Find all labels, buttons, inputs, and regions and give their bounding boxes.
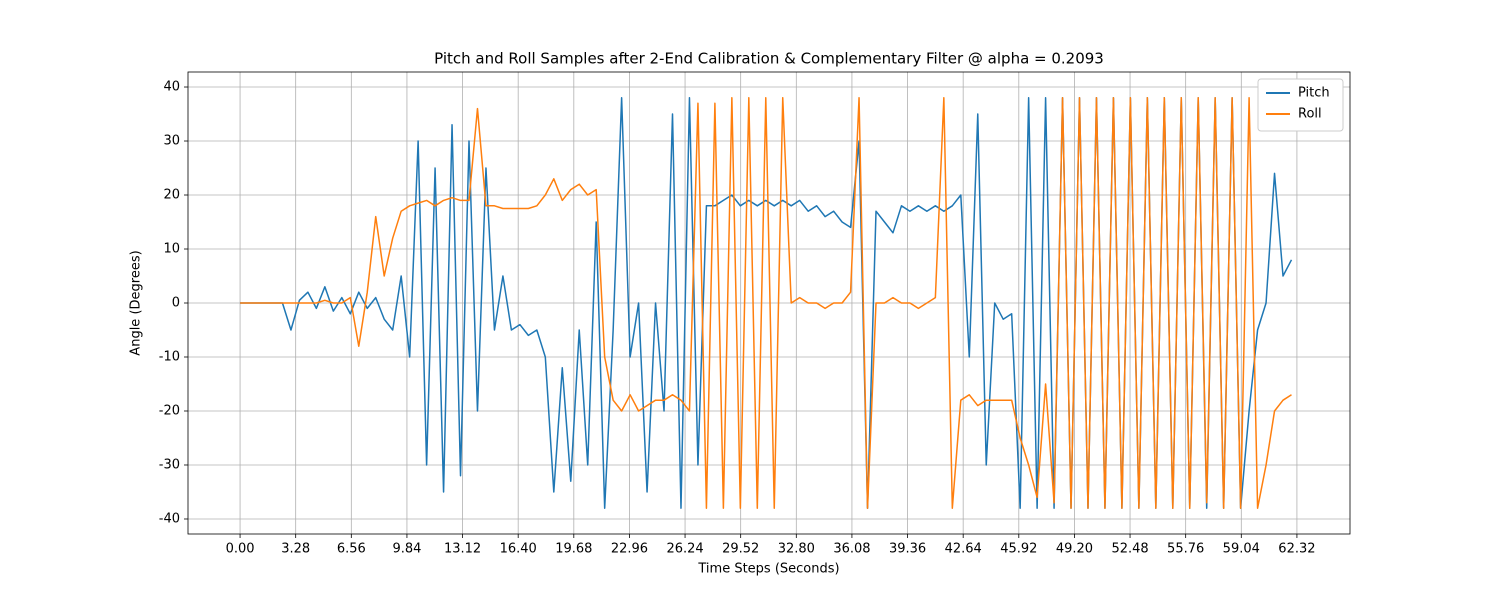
x-tick-label: 19.68 (555, 542, 592, 557)
y-tick-label: 10 (163, 242, 180, 257)
y-tick-label: 30 (163, 134, 180, 149)
x-tick-label: 22.96 (611, 542, 648, 557)
x-tick-label: 49.20 (1056, 542, 1093, 557)
y-tick-label: -20 (159, 403, 180, 418)
x-tick-label: 39.36 (889, 542, 926, 557)
x-axis-label: Time Steps (Seconds) (697, 562, 839, 577)
x-tick-label: 59.04 (1223, 542, 1260, 557)
x-tick-label: 36.08 (833, 542, 870, 557)
data-line (240, 97, 1292, 509)
y-tick-label: -30 (159, 457, 180, 472)
y-tick-label: 40 (163, 80, 180, 95)
x-tick-label: 32.80 (778, 542, 815, 557)
x-tick-label: 0.00 (226, 542, 255, 557)
x-tick-label: 55.76 (1167, 542, 1204, 557)
x-tick-label: 3.28 (281, 542, 310, 557)
y-axis-label: Angle (Degrees) (129, 250, 144, 355)
x-tick-label: 26.24 (666, 542, 703, 557)
y-tick-label: 20 (163, 188, 180, 203)
plot-frame (187, 71, 1351, 535)
y-tick-label: -40 (159, 511, 180, 526)
x-tick-label: 42.64 (945, 542, 982, 557)
x-tick-label: 62.32 (1278, 542, 1315, 557)
x-tick-label: 16.40 (500, 542, 537, 557)
chart-title: Pitch and Roll Samples after 2-End Calib… (434, 50, 1104, 68)
legend-label: Roll (1298, 107, 1322, 122)
x-tick-label: 52.48 (1111, 542, 1148, 557)
x-tick-label: 29.52 (722, 542, 759, 557)
x-tick-label: 13.12 (444, 542, 481, 557)
y-tick-label: -10 (159, 349, 180, 364)
x-tick-label: 45.92 (1000, 542, 1037, 557)
legend-label: Pitch (1298, 86, 1330, 101)
x-tick-label: 6.56 (337, 542, 366, 557)
x-tick-label: 9.84 (392, 542, 421, 557)
y-tick-label: 0 (172, 296, 180, 311)
